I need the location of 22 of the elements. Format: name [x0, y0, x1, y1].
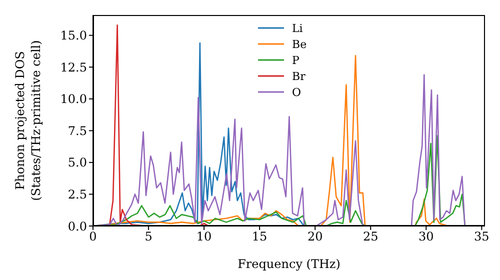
x-tick-label: 30	[418, 230, 434, 244]
y-tick-label: 2.5	[68, 187, 87, 202]
y-tick-label: 12.5	[60, 60, 87, 74]
y-tick-label: 5.0	[68, 156, 87, 170]
legend-label: Li	[292, 22, 303, 34]
legend-label: Br	[292, 70, 306, 82]
legend-label: P	[292, 54, 300, 66]
x-axis-title: Frequency (THz)	[238, 257, 340, 271]
y-tick-label: 0.0	[68, 219, 87, 234]
x-tick-label: 5	[144, 230, 152, 244]
x-tick-label: 10	[196, 230, 212, 244]
y-axis-title: Phonon projected DOS (States/THz·primitive cell)	[13, 40, 43, 201]
y-tick-label: 7.5	[68, 124, 87, 138]
x-tick-label: 15	[252, 230, 268, 244]
legend-label: Be	[292, 38, 307, 50]
x-tick-label: 35	[474, 230, 490, 244]
x-tick-label: 0	[89, 230, 97, 244]
legend-label: O	[292, 86, 302, 98]
y-tick-label: 15.0	[60, 28, 87, 43]
x-tick-label: 25	[362, 230, 378, 244]
x-tick-label: 20	[307, 230, 323, 244]
y-tick-label: 10.0	[60, 92, 87, 106]
